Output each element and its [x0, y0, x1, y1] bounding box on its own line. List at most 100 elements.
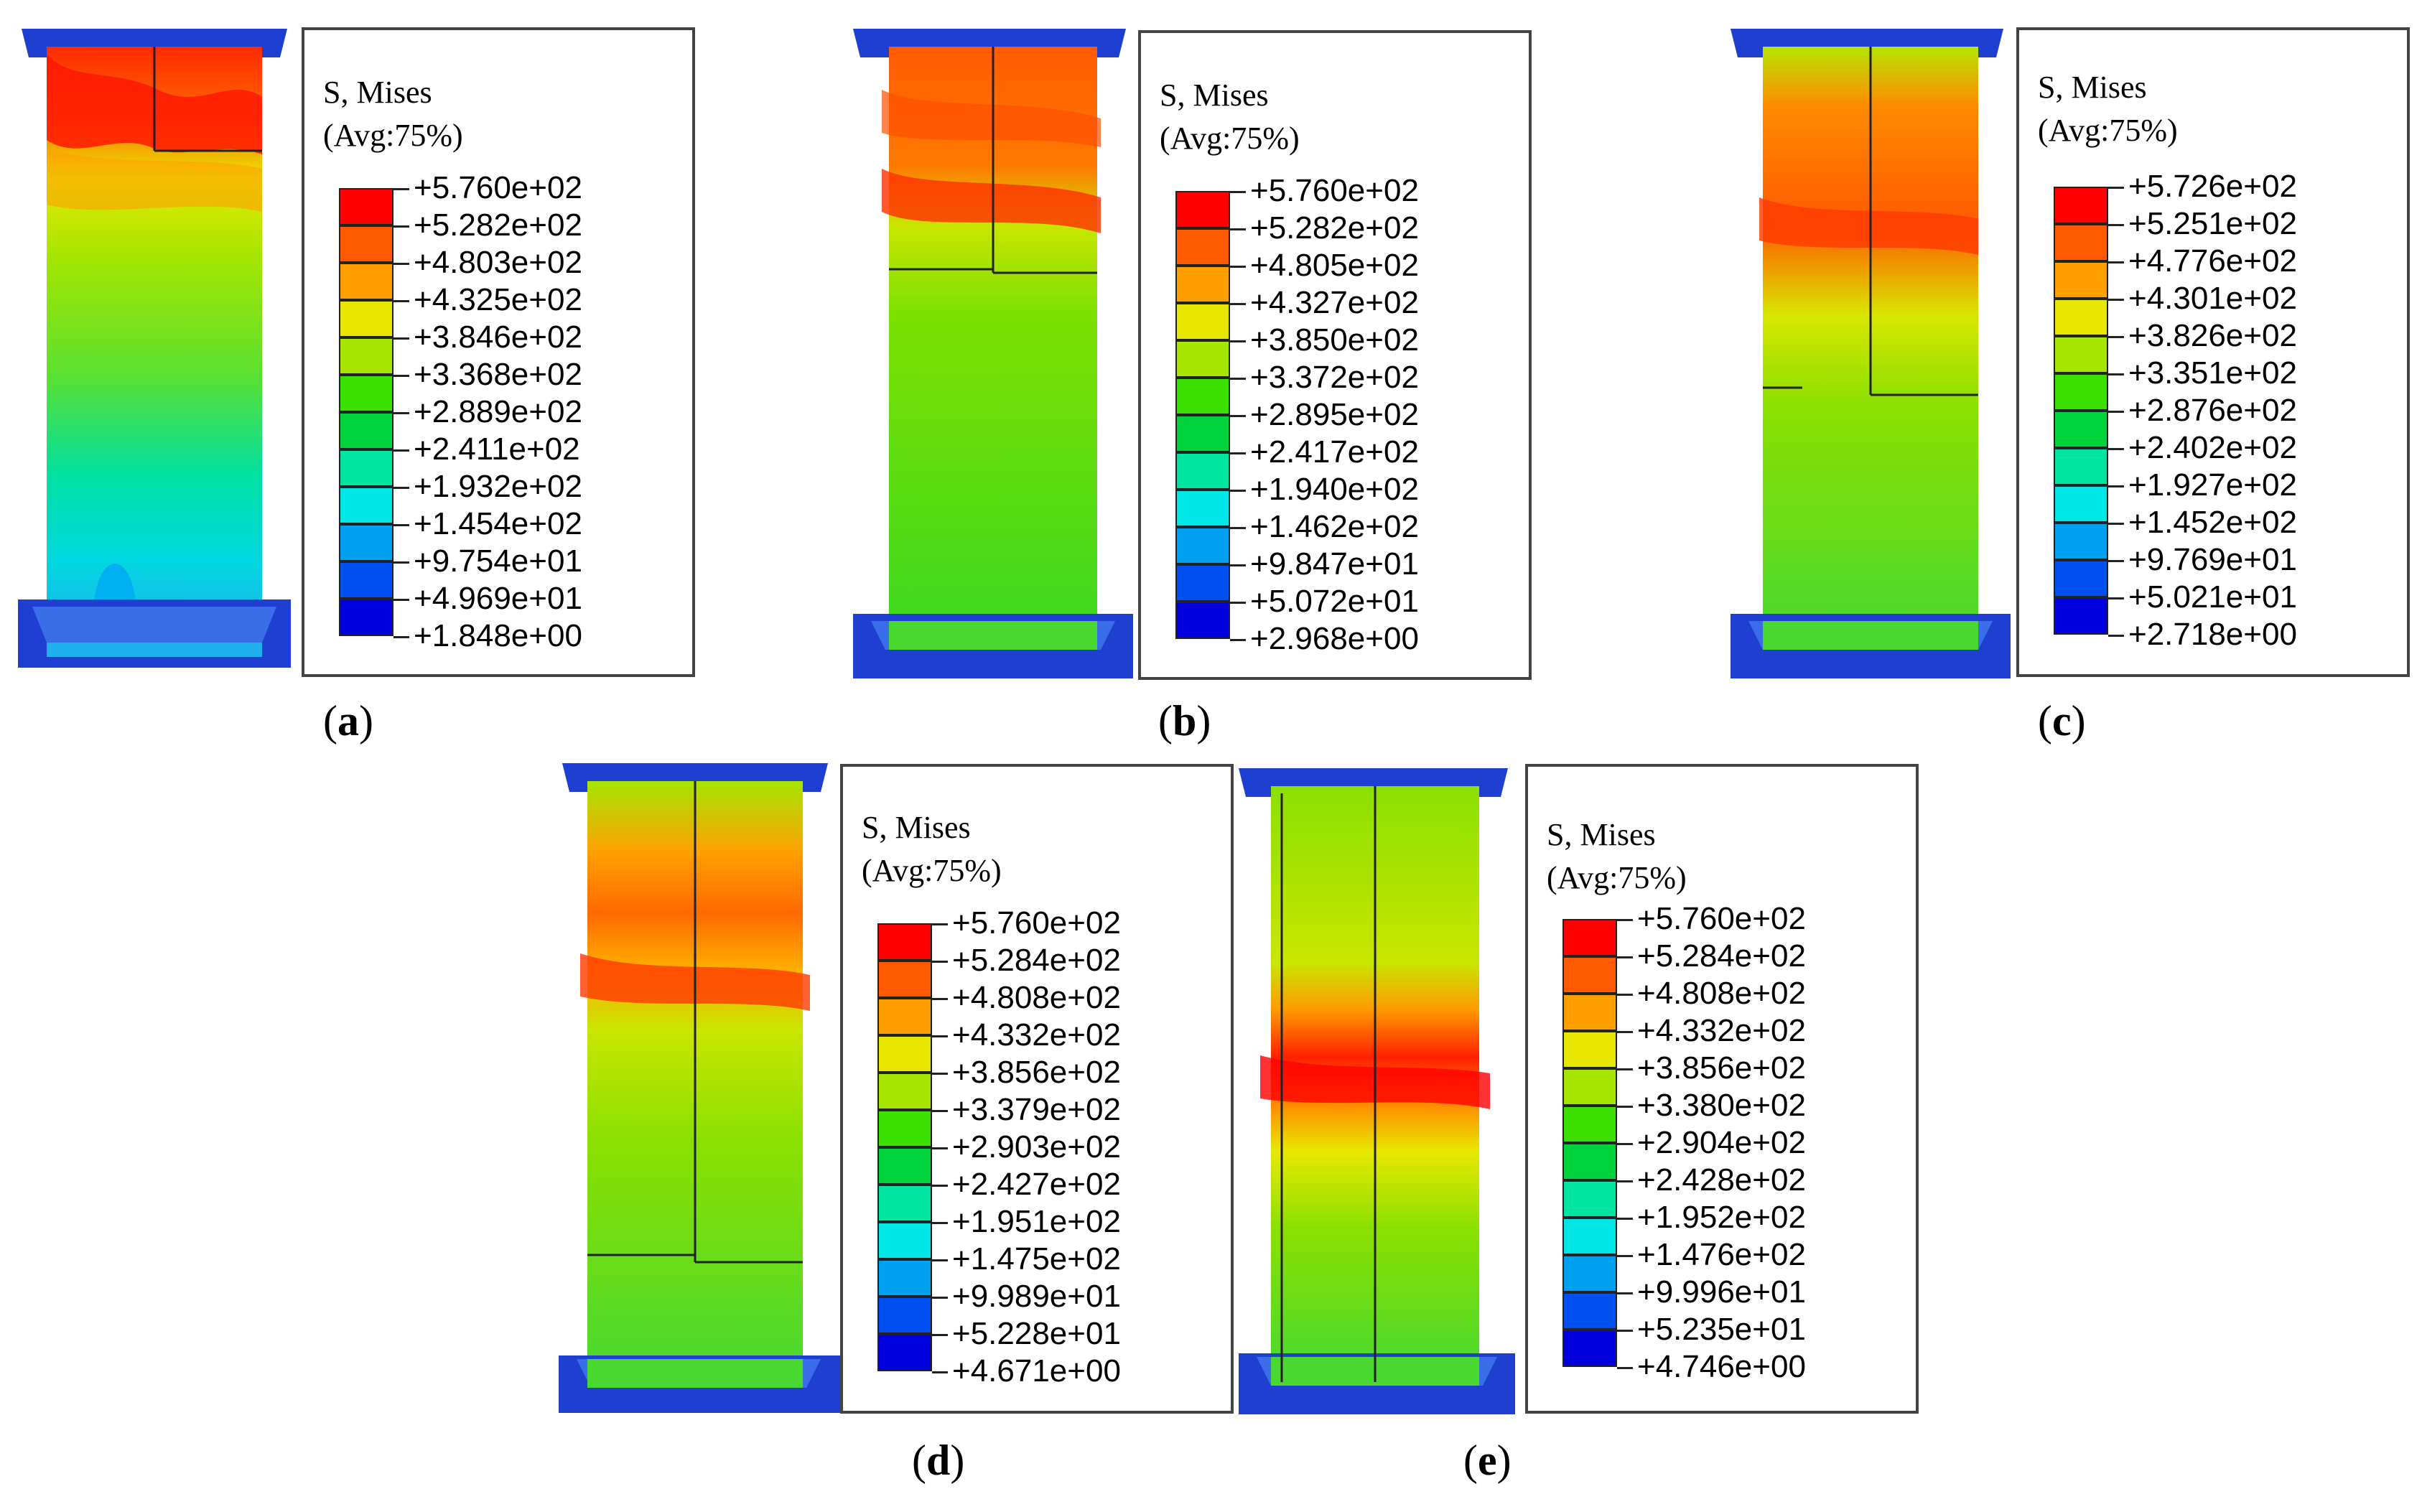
scale-swatch	[1175, 490, 1230, 527]
scale-value: +5.282e+02	[414, 207, 582, 243]
scale-tick	[1617, 1218, 1633, 1220]
scale-value: +5.760e+02	[414, 170, 582, 205]
scale-tick	[932, 1035, 948, 1037]
scale-swatch	[877, 1110, 932, 1147]
column-model-d	[559, 760, 840, 1417]
legend-a: S, Mises (Avg:75%) +5.760e+02 +5.282e+02 +…	[302, 27, 695, 677]
scale-swatch	[1175, 378, 1230, 415]
scale-tick	[393, 375, 409, 377]
scale-swatch	[877, 1297, 932, 1334]
scale-value: +4.808e+02	[952, 980, 1121, 1015]
scale-tick	[1617, 1255, 1633, 1257]
scale-tick	[1617, 1068, 1633, 1070]
scale-tick	[1230, 452, 1246, 454]
scale-swatch	[877, 1035, 932, 1073]
scale-tick	[932, 1259, 948, 1261]
legend-title-b: S, Mises	[1160, 78, 1269, 113]
scale-swatch	[1562, 1218, 1617, 1255]
scale-value: +2.904e+02	[1637, 1125, 1806, 1160]
scale-value: +5.284e+02	[1637, 938, 1806, 974]
caption-c: (c)	[2038, 697, 2086, 745]
scale-swatch	[1175, 340, 1230, 378]
scale-value: +3.379e+02	[952, 1092, 1121, 1127]
scale-value: +4.671e+00	[952, 1353, 1121, 1389]
scale-value: +1.476e+02	[1637, 1237, 1806, 1272]
scale-tick	[393, 524, 409, 526]
scale-value: +3.351e+02	[2128, 355, 2297, 391]
scale-swatch	[1175, 191, 1230, 228]
scale-tick	[2108, 597, 2124, 599]
scale-value: +4.327e+02	[1250, 285, 1419, 320]
scale-swatch	[877, 1073, 932, 1110]
scale-tick	[1230, 378, 1246, 380]
scale-value: +1.927e+02	[2128, 467, 2297, 503]
scale-swatch	[1562, 1330, 1617, 1367]
scale-value: +4.805e+02	[1250, 248, 1419, 283]
scale-swatch	[877, 1185, 932, 1222]
scale-tick	[393, 561, 409, 564]
scale-tick	[2108, 523, 2124, 525]
scale-value: +9.769e+01	[2128, 542, 2297, 577]
scale-swatch	[2054, 373, 2108, 411]
scale-value: +4.332e+02	[1637, 1013, 1806, 1048]
scale-swatch	[2054, 485, 2108, 523]
scale-tick	[932, 1371, 948, 1373]
scale-value: +3.846e+02	[414, 319, 582, 355]
legend-b: S, Mises (Avg:75%) +5.760e+02 +5.282e+02 +…	[1138, 30, 1532, 680]
legend-subtitle-b: (Avg:75%)	[1160, 121, 1300, 156]
scale-swatch	[1175, 452, 1230, 490]
scale-swatch	[2054, 448, 2108, 485]
scale-tick	[393, 636, 409, 638]
scale-swatch	[877, 923, 932, 961]
scale-value: +2.718e+00	[2128, 617, 2297, 652]
scale-tick	[2108, 411, 2124, 413]
scale-value: +2.428e+02	[1637, 1162, 1806, 1198]
scale-swatch	[1562, 1106, 1617, 1143]
caption-d: (d)	[912, 1437, 965, 1484]
scale-swatch	[877, 1222, 932, 1259]
scale-value: +9.989e+01	[952, 1279, 1121, 1314]
scale-swatch	[339, 188, 393, 225]
scale-tick	[1617, 1106, 1633, 1108]
scale-tick	[2108, 485, 2124, 487]
scale-swatch	[339, 449, 393, 487]
scale-swatch	[339, 524, 393, 561]
scale-tick	[1230, 415, 1246, 417]
scale-value: +3.826e+02	[2128, 318, 2297, 353]
scale-value: +5.021e+01	[2128, 579, 2297, 615]
scale-swatch	[339, 561, 393, 599]
scale-tick	[932, 1073, 948, 1075]
scale-value: +3.850e+02	[1250, 322, 1419, 358]
scale-tick	[2108, 373, 2124, 375]
scale-tick	[1617, 1292, 1633, 1294]
scale-tick	[2108, 448, 2124, 450]
scale-swatch	[2054, 187, 2108, 224]
scale-value: +4.808e+02	[1637, 976, 1806, 1011]
scale-tick	[1230, 564, 1246, 566]
scale-value: +2.876e+02	[2128, 393, 2297, 428]
scale-tick	[932, 923, 948, 925]
scale-value: +1.848e+00	[414, 618, 582, 653]
scale-swatch	[2054, 224, 2108, 261]
scale-swatch	[1562, 1255, 1617, 1292]
scale-tick	[2108, 635, 2124, 637]
scale-value: +4.803e+02	[414, 245, 582, 280]
scale-value: +5.072e+01	[1250, 584, 1419, 619]
scale-value: +3.856e+02	[952, 1055, 1121, 1090]
scale-tick	[2108, 299, 2124, 301]
scale-swatch	[2054, 411, 2108, 448]
scale-value: +5.284e+02	[952, 943, 1121, 978]
legend-title-e: S, Mises	[1547, 817, 1656, 852]
scale-swatch	[339, 225, 393, 263]
scale-value: +1.951e+02	[952, 1204, 1121, 1239]
scale-tick	[393, 599, 409, 601]
scale-value: +4.325e+02	[414, 282, 582, 317]
scale-tick	[1617, 1180, 1633, 1182]
scale-tick	[1230, 303, 1246, 305]
column-model-a	[14, 25, 294, 682]
scale-value: +5.282e+02	[1250, 210, 1419, 246]
scale-value: +1.932e+02	[414, 469, 582, 504]
scale-swatch	[1175, 602, 1230, 639]
legend-e: S, Mises (Avg:75%) +5.760e+02 +5.284e+02 +…	[1525, 764, 1919, 1414]
scale-value: +3.372e+02	[1250, 360, 1419, 395]
